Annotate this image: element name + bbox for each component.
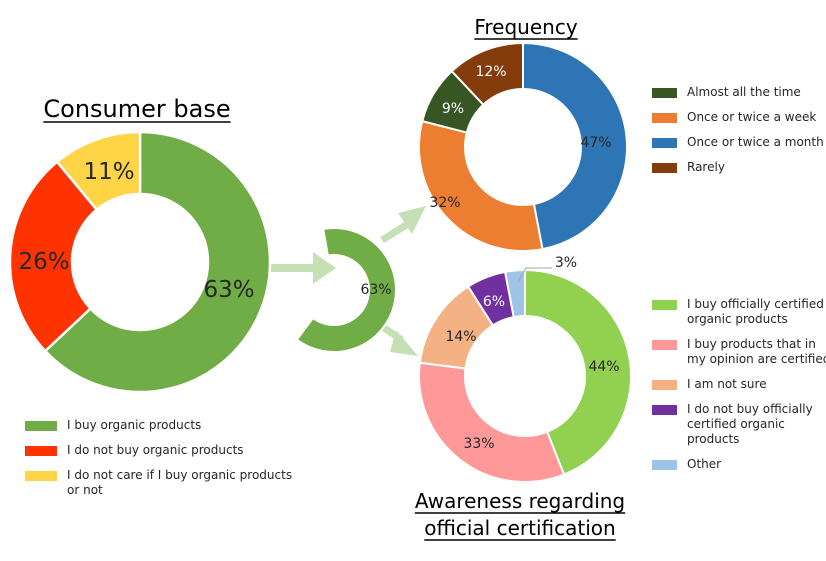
slice-i-buy-organic-products (295, 227, 397, 353)
legend-frequency-swatch-1 (652, 88, 677, 98)
title-frequency: Frequency (474, 15, 577, 39)
legend-consumer-label-3-line-1: I do not care if I buy organic products (67, 468, 292, 482)
data-label-i-buy-organic-products: 63% (360, 282, 391, 298)
legend-frequency-label-2: Once or twice a week (687, 110, 816, 124)
legend-awareness-swatch-3 (652, 380, 677, 390)
data-label-other: 3% (555, 255, 577, 271)
data-label-i-do-not-care-if-i-buy-organic-products-: 11% (83, 159, 134, 185)
title-awareness-line-1: Awareness regarding (415, 489, 625, 513)
consumer-base-donut: 63% 26% 11% (8, 130, 272, 394)
data-label-i-buy-products-that-in-my-opinion-are-ce: 33% (463, 436, 494, 452)
arrow-shaft-to-frequency (380, 221, 410, 243)
slice-i-buy-organic-products (43, 130, 272, 394)
legend-awareness-swatch-4 (652, 405, 677, 415)
data-label-i-buy-officially-certified-organic-produ: 44% (588, 359, 619, 375)
data-label-i-do-not-buy-organic-products: 26% (18, 249, 69, 275)
slice-i-buy-officially-certified-organic-produ (524, 268, 632, 476)
legend-awareness-label-1-line-1: I buy officially certified (687, 297, 824, 311)
legend-consumer-swatch-3 (25, 471, 57, 481)
slice-other (503, 268, 526, 319)
legend-awareness-label-1-line-2: organic products (687, 312, 788, 326)
legend-consumer-label-3-line-2: or not (67, 483, 103, 497)
legend-consumer-swatch-1 (25, 421, 57, 431)
legend-frequency-swatch-4 (652, 163, 677, 173)
data-label-i-am-not-sure: 14% (445, 329, 476, 345)
legend-awareness-label-4-line-1: I do not buy officially (687, 402, 813, 416)
legend-awareness-label-2-line-1: I buy products that in (687, 337, 816, 351)
legend-frequency-swatch-2 (652, 113, 677, 123)
arrow-head-to-awareness (390, 330, 418, 356)
legend-frequency-label-4: Rarely (687, 160, 725, 174)
slice-rarely (450, 41, 524, 107)
arrow-to-organic-buyers (270, 252, 336, 284)
slice-once-or-twice-a-week (418, 119, 544, 252)
legend-awareness-swatch-5 (652, 460, 677, 470)
legend-awareness-label-4-line-2: certified organic (687, 417, 785, 431)
legend-consumer-label-2: I do not buy organic products (67, 443, 244, 457)
slice-i-do-not-buy-organic-products (8, 160, 99, 353)
legend-awareness-label-5: Other (687, 457, 721, 471)
slice-i-do-not-care-if-i-buy-organic-products- (55, 130, 142, 212)
legend-awareness-swatch-2 (652, 340, 677, 350)
slice-i-buy-products-that-in-my-opinion-are-ce (418, 361, 566, 483)
data-label-i-do-not-buy-officially-certified-organi: 6% (483, 294, 505, 310)
flow-arrows (270, 206, 426, 356)
legend-consumer-label-1: I buy organic products (67, 418, 201, 432)
legend-frequency-swatch-3 (652, 138, 677, 148)
arrow-head-to-frequency (398, 206, 426, 234)
title-awareness-line-2: official certification (424, 516, 615, 540)
awareness-donut: 44% 33% 14% 6% 3% (418, 255, 632, 483)
legend-frequency-label-1: Almost all the time (687, 85, 801, 99)
data-label-once-or-twice-a-month: 47% (580, 135, 611, 151)
organic-buyers-partial-donut: 63% (295, 227, 397, 353)
data-label-once-or-twice-a-week: 32% (429, 195, 460, 211)
chart-titles: Consumer base Frequency Awareness regardin… (43, 15, 626, 541)
data-label-almost-all-the-time: 9% (442, 101, 464, 117)
data-label-i-buy-organic-products: 63% (203, 277, 254, 303)
legend-frequency-label-3: Once or twice a month (687, 135, 824, 149)
legends: I buy organic products I do not buy organ… (25, 85, 826, 497)
legend-consumer-swatch-2 (25, 446, 57, 456)
legend-awareness-swatch-1 (652, 300, 677, 310)
frequency-donut: 47% 32% 9% 12% (418, 41, 628, 252)
slice-once-or-twice-a-month (522, 41, 628, 251)
legend-awareness-label-4-line-3: products (687, 432, 739, 446)
leader-line-other (517, 267, 552, 283)
legend-awareness-label-3: I am not sure (687, 377, 767, 391)
title-consumer-base: Consumer base (43, 95, 230, 123)
legend-awareness-label-2-line-2: my opinion are certified (687, 352, 826, 366)
data-label-rarely: 12% (475, 64, 506, 80)
